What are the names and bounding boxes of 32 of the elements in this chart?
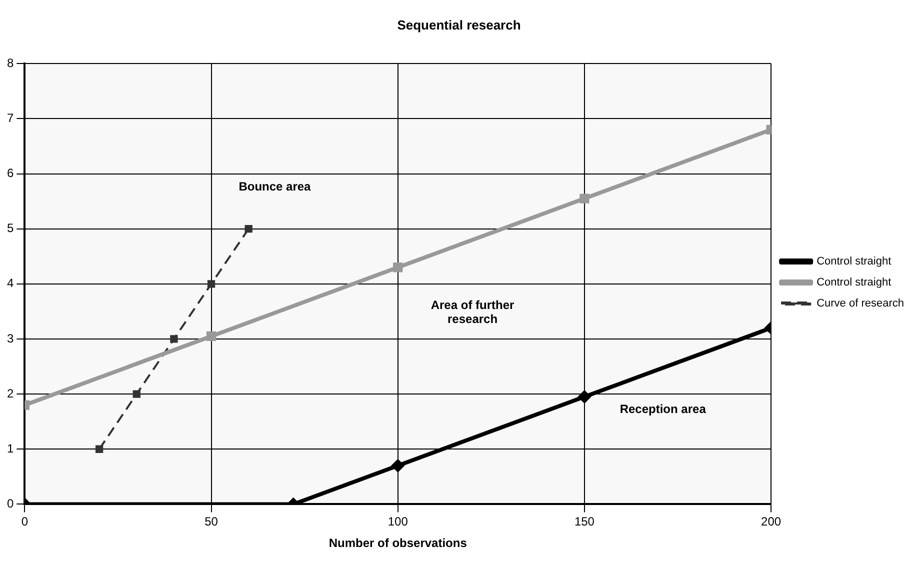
y-tick-label: 4: [6, 276, 14, 290]
y-tick-label: 5: [6, 221, 14, 236]
y-tick-label: 0: [6, 496, 14, 511]
point: [95, 445, 104, 453]
point: [393, 262, 403, 272]
y-tick-label: 8: [6, 56, 14, 70]
y-tick-label: 2: [6, 386, 14, 400]
x-tick-label: 200: [761, 514, 782, 529]
point: [170, 335, 178, 343]
x-tick-label: 0: [21, 514, 28, 529]
legend-label: Control straight: [816, 276, 892, 289]
x-axis-title: Number of observations: [328, 536, 468, 550]
annotation: Bounce area: [238, 179, 312, 194]
point: [578, 390, 590, 403]
annotation: Reception area: [620, 402, 706, 416]
legend-label: Control straight: [816, 256, 892, 268]
chart-title: Sequential research: [397, 17, 521, 32]
y-tick-label: 3: [6, 331, 14, 346]
y-tick-label: 6: [6, 166, 14, 180]
point: [132, 390, 140, 398]
point: [392, 460, 404, 472]
annotation: Area of further research: [430, 298, 515, 326]
x-tick-label: 100: [388, 514, 408, 529]
point: [244, 224, 252, 233]
point: [206, 331, 216, 342]
point: [580, 194, 590, 204]
x-tick-label: 50: [204, 514, 218, 529]
point: [207, 280, 216, 288]
legend-label: Curve of research: [816, 298, 904, 310]
y-tick-label: 7: [6, 110, 14, 125]
x-tick-label: 150: [574, 514, 595, 529]
y-tick-label: 1: [6, 441, 14, 456]
